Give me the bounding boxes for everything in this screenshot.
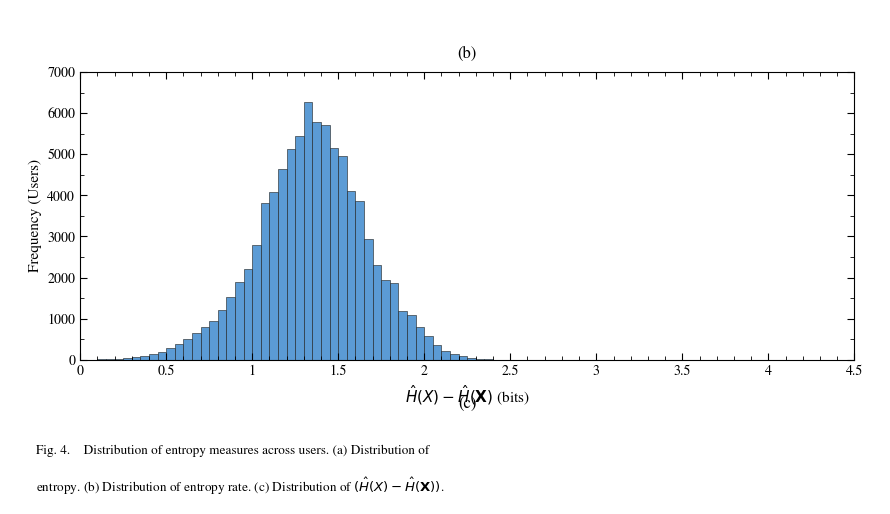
Bar [270, 192, 278, 360]
Bar [364, 239, 373, 360]
Bar [226, 297, 235, 360]
Bar [287, 149, 295, 360]
Bar [303, 102, 312, 360]
Bar [183, 339, 192, 360]
Bar [132, 357, 141, 360]
Text: Fig. 4.    Distribution of entropy measures across users. (a) Distribution of: Fig. 4. Distribution of entropy measures… [36, 445, 429, 457]
Bar [338, 156, 347, 360]
Bar [458, 356, 467, 360]
Y-axis label: Frequency (Users): Frequency (Users) [28, 159, 42, 272]
Bar [321, 125, 329, 360]
Bar [218, 310, 226, 360]
Bar [200, 327, 209, 360]
Bar [312, 122, 321, 360]
Bar [209, 321, 218, 360]
Bar [381, 280, 390, 360]
Bar [355, 200, 364, 360]
Bar [149, 354, 158, 360]
Bar [123, 358, 132, 360]
Bar [141, 356, 149, 360]
Bar [433, 345, 441, 360]
Bar [261, 203, 270, 360]
Bar [166, 348, 174, 360]
Bar [329, 148, 338, 360]
Bar [252, 245, 261, 360]
Bar [399, 311, 407, 360]
Bar [192, 334, 200, 360]
Bar [441, 351, 450, 360]
Text: (c): (c) [458, 395, 476, 412]
Bar [347, 191, 355, 360]
Bar [450, 354, 458, 360]
Bar [158, 352, 166, 360]
X-axis label: $\hat{H}(X) - \hat{H}(\mathbf{X})$ (bits): $\hat{H}(X) - \hat{H}(\mathbf{X})$ (bits… [405, 383, 530, 408]
Bar [476, 359, 484, 360]
Bar [278, 169, 287, 360]
Bar [235, 282, 244, 360]
Bar [467, 358, 476, 360]
Bar [295, 136, 303, 360]
Text: (b): (b) [457, 46, 477, 62]
Bar [115, 359, 123, 360]
Bar [106, 359, 115, 360]
Bar [390, 283, 399, 360]
Bar [416, 327, 425, 360]
Text: entropy. (b) Distribution of entropy rate. (c) Distribution of $(\hat{H}(X) - \h: entropy. (b) Distribution of entropy rat… [36, 475, 444, 497]
Bar [373, 265, 381, 360]
Bar [174, 344, 183, 360]
Bar [244, 269, 252, 360]
Bar [407, 315, 416, 360]
Bar [425, 336, 433, 360]
